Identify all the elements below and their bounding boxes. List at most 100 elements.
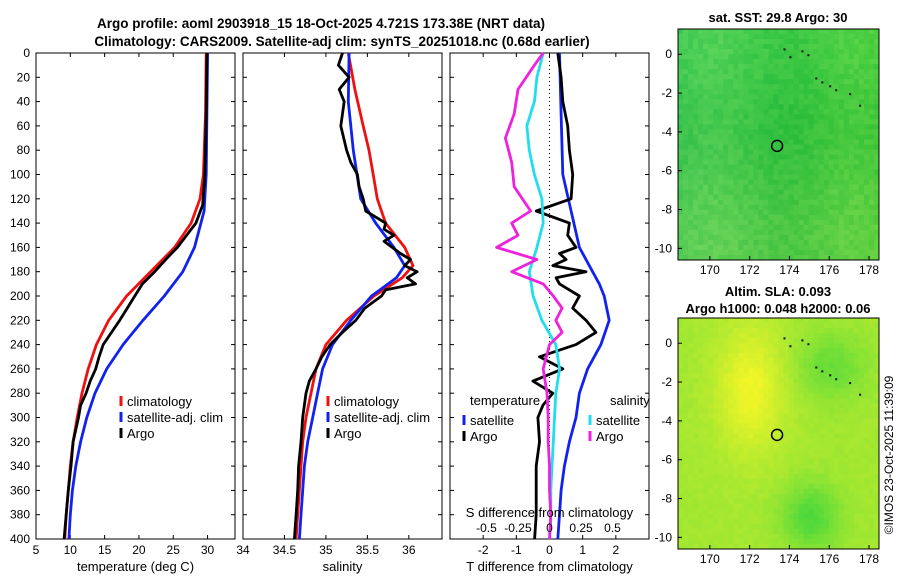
map-cell <box>793 363 800 369</box>
map-cell <box>873 383 880 389</box>
map-cell <box>693 224 699 231</box>
map-cell <box>753 84 759 90</box>
map-cell <box>868 498 875 505</box>
map-cell <box>803 518 810 525</box>
map-cell <box>778 214 784 221</box>
map-cell <box>843 393 850 399</box>
legend-label: satellite <box>470 413 514 428</box>
map-cell <box>868 64 875 70</box>
map-cell <box>863 433 870 439</box>
map-cell <box>773 328 779 334</box>
map-cell <box>828 383 835 389</box>
map-cell <box>778 84 784 90</box>
map-cell <box>763 164 769 171</box>
map-cell <box>718 358 724 364</box>
map-cell <box>868 518 875 525</box>
map-cell <box>868 508 875 515</box>
map-cell <box>783 383 789 389</box>
map-cell <box>818 219 825 226</box>
map-cell <box>843 234 850 241</box>
map-cell <box>778 528 784 535</box>
map-cell <box>773 239 779 246</box>
map-cell <box>808 488 815 495</box>
map-cell <box>848 139 855 145</box>
map-cell <box>868 204 875 211</box>
map-cell <box>833 528 840 535</box>
map-cell <box>763 44 769 50</box>
map-cell <box>833 483 840 490</box>
map-cell <box>733 528 739 535</box>
map-cell <box>808 254 815 261</box>
map-cell <box>743 498 749 505</box>
map-cell <box>708 139 714 145</box>
map-cell <box>713 488 719 495</box>
map-cell <box>838 323 845 329</box>
map-cell <box>873 94 880 100</box>
map-cell <box>698 408 704 414</box>
map-cell <box>753 503 759 510</box>
map-cell <box>813 373 820 379</box>
map-cell <box>688 338 694 344</box>
map-cell <box>838 199 845 206</box>
map-cell <box>748 423 754 429</box>
map-cell <box>848 104 855 110</box>
map-cell <box>748 239 754 246</box>
s-axis-label: S difference from climatology <box>466 505 634 520</box>
map-cell <box>838 224 845 231</box>
map-cell <box>798 249 805 256</box>
map-cell <box>733 149 739 155</box>
map-cell <box>818 44 825 50</box>
map-cell <box>738 239 744 246</box>
map-cell <box>843 488 850 495</box>
map-cell <box>728 69 734 75</box>
map-cell <box>818 458 825 465</box>
map-cell <box>793 89 800 95</box>
map-cell <box>783 134 789 140</box>
map-cell <box>798 378 805 384</box>
map-cell <box>703 34 709 40</box>
map-cell <box>733 408 739 414</box>
map-cell <box>778 239 784 246</box>
map-cell <box>853 114 860 120</box>
map-cell <box>683 363 689 369</box>
map-cell <box>863 533 870 540</box>
map-cell <box>833 503 840 510</box>
map-cell <box>858 144 865 150</box>
map-cell <box>713 64 719 70</box>
map-cell <box>758 463 764 470</box>
map-cell <box>728 249 734 256</box>
map-cell <box>718 29 724 35</box>
map-cell <box>678 318 684 324</box>
map-cell <box>838 513 845 520</box>
map-cell <box>798 244 805 251</box>
map-cell <box>698 89 704 95</box>
map-cell <box>708 224 714 231</box>
map-cell <box>703 408 709 414</box>
map-cell <box>868 134 875 140</box>
map-cell <box>818 109 825 115</box>
map-cell <box>698 443 704 449</box>
map-cell <box>793 468 800 475</box>
map-cell <box>778 368 784 374</box>
map-cell <box>818 229 825 236</box>
map-cell <box>798 214 805 221</box>
map-cell <box>773 159 779 165</box>
map-cell <box>713 234 719 241</box>
map-cell <box>698 79 704 85</box>
map-cell <box>838 154 845 160</box>
map-cell <box>863 498 870 505</box>
map-cell <box>823 239 830 246</box>
map-cell <box>853 508 860 515</box>
map-cell <box>773 49 779 55</box>
map-cell <box>793 34 800 40</box>
map-cell <box>723 94 729 100</box>
map-cell <box>718 94 724 100</box>
map-cell <box>828 74 835 80</box>
map-cell <box>778 149 784 155</box>
map-cell <box>773 194 779 201</box>
map-cell <box>718 239 724 246</box>
map-cell <box>843 244 850 251</box>
map-cell <box>688 373 694 379</box>
map-cell <box>818 64 825 70</box>
map-cell <box>828 403 835 409</box>
